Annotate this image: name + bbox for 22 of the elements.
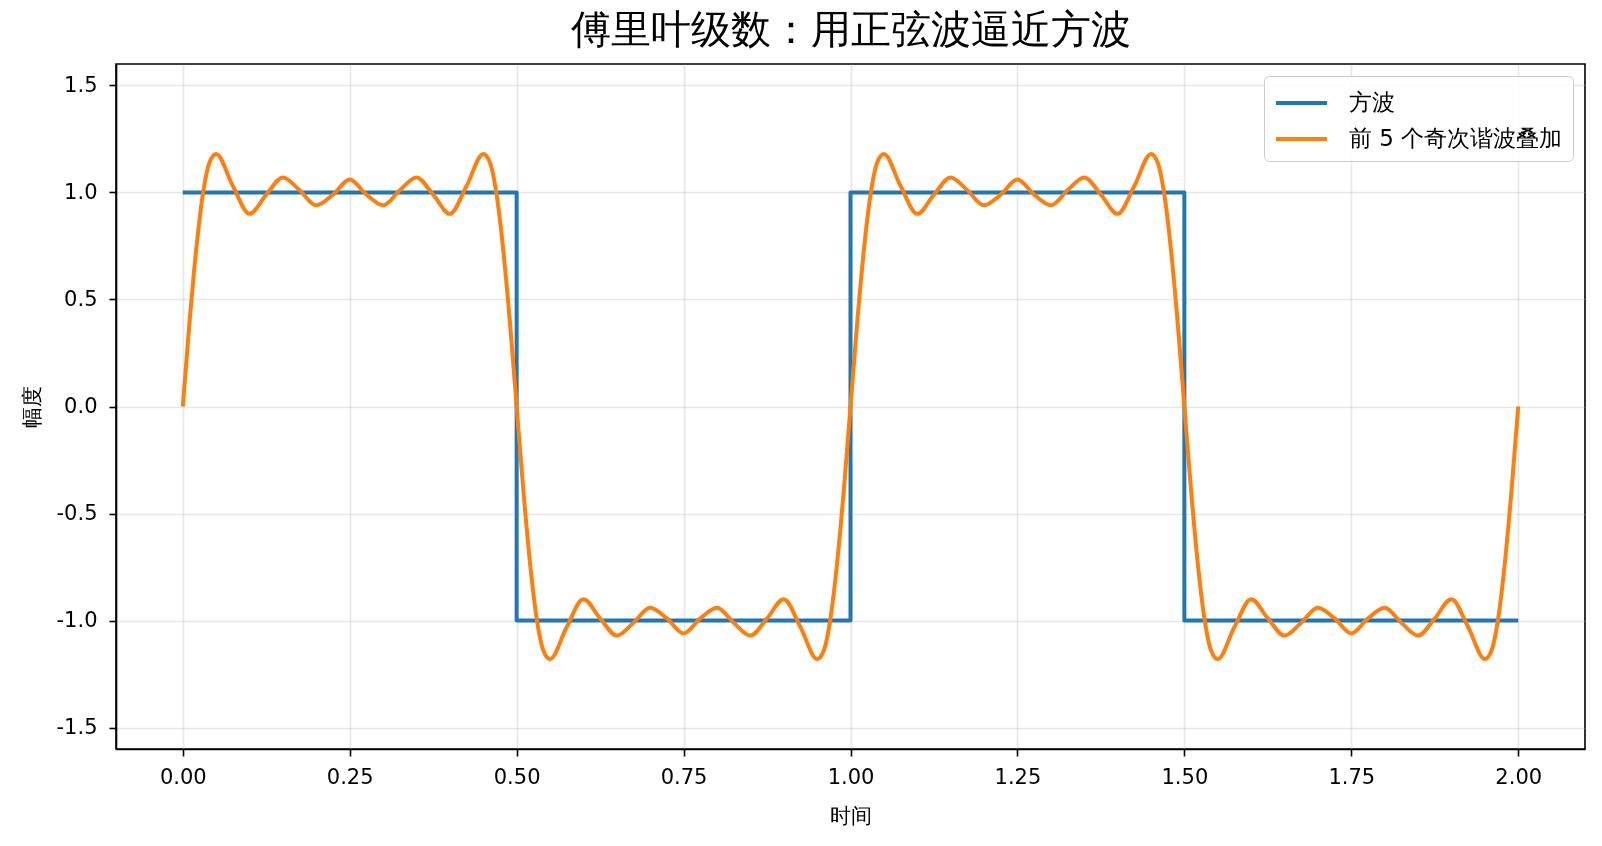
x-axis-title: 时间 bbox=[830, 803, 872, 828]
x-tick-label: 0.25 bbox=[326, 764, 374, 789]
x-tick-label: 0.50 bbox=[493, 764, 541, 789]
x-tick-label: 0.00 bbox=[159, 764, 207, 789]
legend-label: 前 5 个奇次谐波叠加 bbox=[1349, 125, 1563, 151]
y-tick-label: -0.5 bbox=[56, 501, 98, 526]
chart-title: 傅里叶级数：用正弦波逼近方波 bbox=[570, 6, 1131, 52]
y-tick-label: 0.0 bbox=[64, 394, 98, 418]
y-tick-label: -1.5 bbox=[56, 715, 98, 740]
y-tick-label: 1.0 bbox=[64, 179, 98, 204]
legend-label: 方波 bbox=[1349, 89, 1395, 115]
y-tick-label: 0.5 bbox=[64, 286, 98, 311]
x-tick-label: 2.00 bbox=[1495, 764, 1543, 789]
x-tick-label: 1.25 bbox=[994, 764, 1042, 789]
y-axis-title: 幅度 bbox=[19, 386, 44, 428]
x-tick-label: 1.50 bbox=[1161, 764, 1209, 789]
y-tick-label: 1.5 bbox=[64, 72, 98, 97]
line-series bbox=[180, 151, 1521, 662]
x-tick-label: 1.00 bbox=[827, 764, 875, 789]
x-tick-label: 1.75 bbox=[1328, 764, 1376, 789]
y-tick-label: -1.0 bbox=[56, 608, 98, 633]
x-tick-label: 0.75 bbox=[660, 764, 708, 789]
